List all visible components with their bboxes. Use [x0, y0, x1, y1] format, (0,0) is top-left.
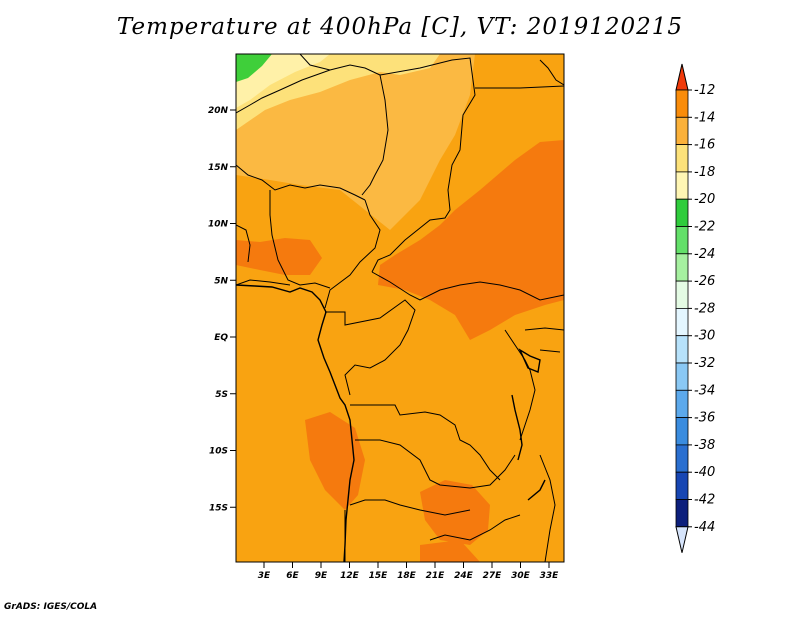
field-green-region — [236, 54, 272, 82]
border-algeria — [299, 54, 331, 71]
lake-victoria — [518, 348, 541, 373]
colorbar-label: -44 — [694, 520, 715, 535]
colorbar-swatch — [675, 89, 689, 118]
colorbar-swatch — [675, 471, 689, 500]
colorbar-label: -22 — [694, 220, 715, 235]
border-coast-ghana — [236, 279, 291, 286]
colorbar-label: -32 — [694, 356, 715, 371]
colorbar-swatch — [675, 116, 689, 146]
colorbar-label: -38 — [694, 438, 715, 453]
colorbar-swatch — [675, 253, 689, 282]
colorbar-label: -40 — [694, 465, 715, 480]
country-borders — [236, 54, 564, 562]
colorbar-label: -16 — [694, 138, 715, 153]
border-drc-angola — [350, 404, 501, 481]
grads-credit: GrADS: IGES/COLA — [4, 602, 98, 612]
colorbar-label: -12 — [694, 83, 715, 98]
colorbar-swatch — [675, 144, 689, 173]
border-lakes — [504, 329, 536, 441]
lon-label: 12E — [340, 571, 360, 581]
atlantic-coastline — [236, 284, 355, 562]
lon-label: 30E — [511, 571, 531, 581]
colorbar-label: -34 — [694, 383, 715, 398]
lat-label: 10S — [209, 447, 228, 457]
axis-ticks — [230, 109, 550, 568]
colorbar-swatch — [675, 444, 689, 473]
colorbar-label: -26 — [694, 274, 715, 289]
colorbar-top-arrow — [675, 63, 689, 91]
border-niger-chad — [236, 64, 389, 196]
lat-label: 10N — [208, 220, 229, 230]
lon-label: 21E — [426, 571, 446, 581]
temperature-field — [236, 54, 564, 562]
colorbar-swatch — [675, 171, 689, 200]
border-zimbabwe — [429, 514, 521, 541]
colorbar-swatch — [675, 226, 689, 255]
border-niger-nigeria — [236, 164, 366, 201]
lat-label: 15N — [208, 163, 229, 173]
lat-label: 15S — [209, 503, 228, 513]
border-congo — [325, 299, 416, 396]
lon-label: 6E — [286, 571, 299, 581]
lon-label: 18E — [397, 571, 417, 581]
colorbar-swatch — [675, 362, 689, 391]
lat-label: 5S — [215, 390, 228, 400]
border-uganda-kenya — [524, 327, 564, 331]
colorbar-swatch — [675, 198, 689, 227]
colorbar-swatch — [675, 499, 689, 528]
border-west-coast — [236, 224, 251, 263]
field-warm-region-west — [236, 238, 322, 275]
field-warm-region-east — [378, 140, 564, 340]
colorbar: -12 -14 -16 -18 -20 -22 -24 -26 -28 -30 -32 -34 -36 -… — [675, 63, 715, 553]
colorbar-swatch — [675, 417, 689, 446]
lon-label: 24E — [454, 571, 474, 581]
lat-label: EQ — [214, 333, 228, 343]
border-red-sea-coast — [539, 59, 564, 86]
colorbar-label: -20 — [694, 192, 715, 207]
lon-label: 15E — [369, 571, 389, 581]
map-title: Temperature at 400hPa [C], VT: 201912021… — [116, 14, 684, 40]
lon-label: 3E — [258, 571, 271, 581]
lake-tanganyika — [511, 394, 523, 461]
lake-malawi — [527, 479, 546, 501]
border-angola-zambia — [355, 439, 516, 489]
latitude-labels: 20N 15N 10N 5N EQ 5S 10S 15S — [208, 106, 229, 513]
border-tanzania — [539, 349, 561, 353]
colorbar-label: -42 — [694, 493, 715, 508]
field-warm-region-southeast — [420, 540, 480, 562]
colorbar-swatch — [675, 280, 689, 309]
coastline — [236, 284, 546, 562]
colorbar-swatch — [675, 335, 689, 364]
lat-label: 5N — [214, 276, 228, 286]
colorbar-label: -28 — [694, 301, 715, 316]
lon-label: 27E — [483, 571, 503, 581]
lat-label: 20N — [208, 106, 229, 116]
colorbar-bottom-arrow — [675, 526, 689, 553]
colorbar-label: -24 — [694, 247, 715, 262]
border-benin-nigeria — [269, 190, 331, 289]
colorbar-label: -18 — [694, 165, 715, 180]
colorbar-label: -30 — [694, 329, 715, 344]
colorbar-swatch — [675, 389, 689, 418]
colorbar-label: -14 — [694, 110, 715, 125]
border-malawi-mozambique — [539, 454, 556, 562]
map-frame — [235, 53, 565, 563]
border-chad-sudan — [371, 57, 476, 273]
border-egypt-sudan — [475, 85, 564, 89]
border-nigeria-cameroon — [324, 199, 381, 309]
border-namibia — [349, 499, 471, 516]
lon-label: 33E — [540, 571, 560, 581]
colorbar-label: -36 — [694, 411, 715, 426]
longitude-labels: 3E 6E 9E 12E 15E 18E 21E 24E 27E 30E 33E — [258, 571, 559, 581]
lon-label: 9E — [315, 571, 328, 581]
border-car-drc — [371, 271, 564, 301]
colorbar-swatch — [675, 307, 689, 337]
